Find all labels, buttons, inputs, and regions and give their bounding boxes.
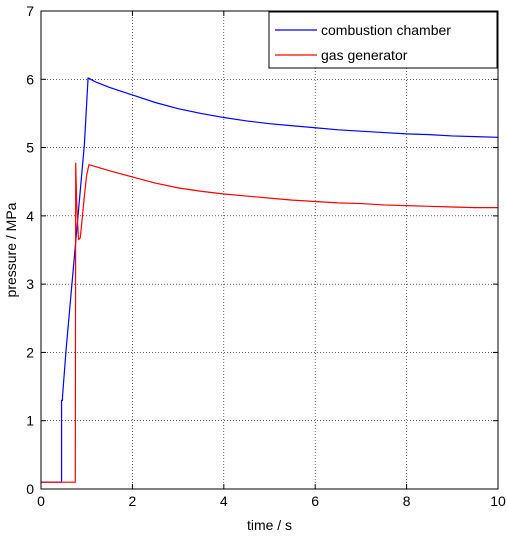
x-tick-label: 0 bbox=[37, 493, 45, 509]
legend: combustion chamber gas generator bbox=[268, 11, 498, 69]
y-tick-label: 7 bbox=[26, 3, 34, 19]
x-axis-label: time / s bbox=[247, 517, 292, 533]
legend-box bbox=[268, 11, 498, 69]
y-tick-label: 3 bbox=[26, 276, 34, 292]
y-axis-label: pressure / MPa bbox=[3, 202, 19, 297]
y-tick-label: 6 bbox=[26, 71, 34, 87]
y-tick-label: 5 bbox=[26, 140, 34, 156]
y-tick-labels: 0 1 2 3 4 5 6 7 bbox=[26, 3, 34, 497]
x-tick-label: 2 bbox=[129, 493, 137, 509]
y-tick-label: 0 bbox=[26, 481, 34, 497]
plot-frame bbox=[40, 10, 499, 490]
legend-label-gas-generator: gas generator bbox=[321, 47, 408, 63]
x-tick-labels: 0 2 4 6 8 10 bbox=[37, 493, 506, 509]
y-tick-label: 2 bbox=[26, 344, 34, 360]
series-layer bbox=[41, 77, 499, 483]
grid bbox=[41, 11, 498, 489]
tick-marks bbox=[40, 10, 499, 490]
x-tick-label: 6 bbox=[311, 493, 319, 509]
x-tick-label: 8 bbox=[403, 493, 411, 509]
y-tick-label: 1 bbox=[26, 413, 34, 429]
series-line-gas-generator bbox=[41, 162, 498, 483]
series-line-combustion-chamber bbox=[41, 77, 499, 483]
x-tick-label: 4 bbox=[220, 493, 228, 509]
legend-label-combustion-chamber: combustion chamber bbox=[321, 22, 451, 38]
y-tick-label: 4 bbox=[26, 208, 34, 224]
x-tick-label: 10 bbox=[490, 493, 506, 509]
